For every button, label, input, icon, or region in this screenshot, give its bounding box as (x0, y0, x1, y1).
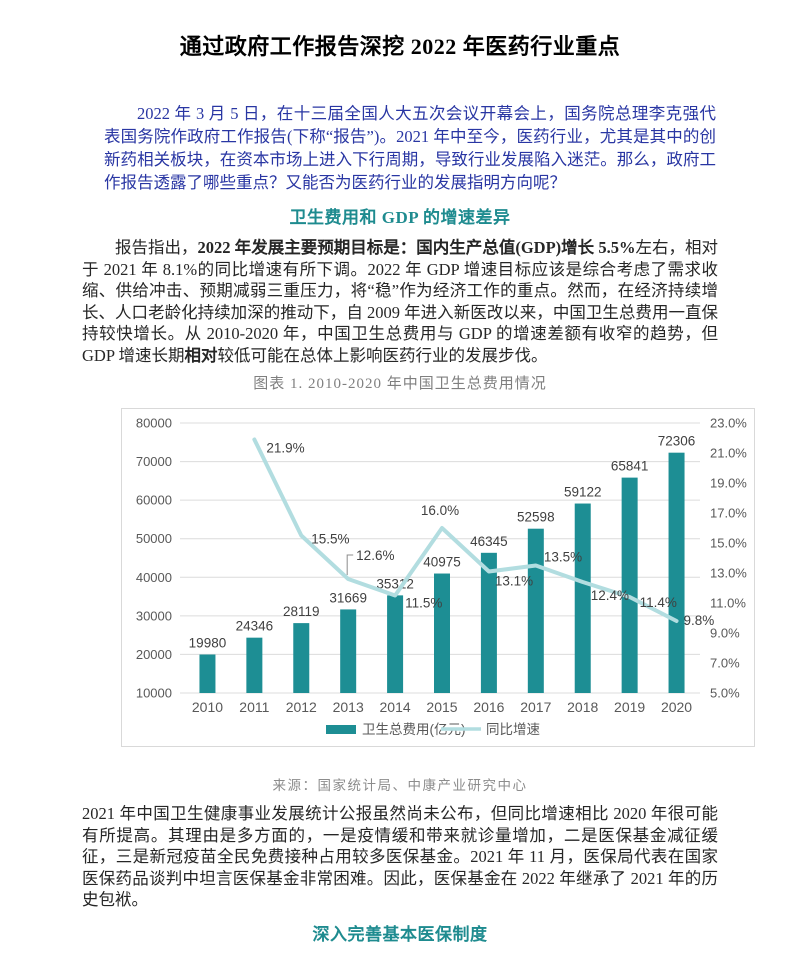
intro-paragraph: 2022 年 3 月 5 日，在十三届全国人大五次会议开幕会上，国务院总理李克强… (104, 104, 716, 192)
svg-text:28119: 28119 (283, 604, 320, 619)
svg-text:2020: 2020 (661, 699, 692, 715)
svg-text:2012: 2012 (286, 699, 317, 715)
svg-text:13.5%: 13.5% (544, 550, 582, 565)
page-title: 通过政府工作报告深挖 2022 年医药行业重点 (179, 34, 621, 59)
svg-text:70000: 70000 (136, 454, 172, 469)
para1-seg3: 左右，相对于 2021 年 8.1%的同比增速有所下调。2022 年 GDP 增… (82, 238, 718, 365)
svg-text:5.0%: 5.0% (710, 686, 740, 701)
section-heading-health-gdp: 卫生费用和 GDP 的增速差异 (289, 208, 511, 227)
svg-text:12.6%: 12.6% (356, 548, 394, 563)
svg-text:9.8%: 9.8% (684, 613, 715, 628)
svg-text:31669: 31669 (329, 590, 367, 605)
svg-text:10000: 10000 (136, 686, 172, 701)
svg-text:7.0%: 7.0% (710, 656, 740, 671)
svg-text:15.0%: 15.0% (710, 536, 747, 551)
svg-text:65841: 65841 (611, 459, 649, 474)
svg-text:59122: 59122 (564, 485, 602, 500)
svg-text:2010: 2010 (192, 699, 223, 715)
svg-text:23.0%: 23.0% (710, 416, 747, 431)
para1-seg5: 较低可能在总体上影响医药行业的发展步伐。 (217, 345, 548, 365)
svg-text:12.4%: 12.4% (591, 588, 629, 603)
svg-text:50000: 50000 (136, 531, 172, 546)
svg-text:2011: 2011 (239, 699, 269, 715)
svg-text:2017: 2017 (520, 699, 551, 715)
chart-svg: 80000 70000 60000 50000 40000 30000 20000 10000… (136, 416, 747, 738)
svg-text:20000: 20000 (136, 647, 172, 662)
svg-text:60000: 60000 (136, 493, 172, 508)
svg-text:16.0%: 16.0% (421, 503, 459, 518)
svg-text:40000: 40000 (136, 570, 172, 585)
body-paragraph-2: 2021 年中国卫生健康事业发展统计公报虽然尚未公布，但同比增速相比 2020 … (82, 804, 718, 909)
svg-text:21.0%: 21.0% (710, 446, 747, 461)
svg-text:19.0%: 19.0% (710, 476, 747, 491)
svg-text:11.5%: 11.5% (405, 596, 442, 611)
svg-text:13.0%: 13.0% (710, 566, 747, 581)
figure-source: 来源：国家统计局、中康产业研究中心 (272, 778, 528, 793)
svg-text:40975: 40975 (423, 555, 461, 570)
figure-caption: 图表 1. 2010-2020 年中国卫生总费用情况 (253, 376, 547, 392)
svg-text:46345: 46345 (470, 534, 508, 549)
svg-text:30000: 30000 (136, 608, 172, 623)
svg-text:13.1%: 13.1% (495, 574, 533, 589)
svg-text:9.0%: 9.0% (710, 626, 740, 641)
body-paragraph-1: 报告指出，2022 年发展主要预期目标是：国内生产总值(GDP)增长 5.5%左… (82, 237, 718, 366)
svg-text:2013: 2013 (333, 699, 364, 715)
svg-text:卫生总费用(亿元): 卫生总费用(亿元) (362, 722, 466, 737)
svg-text:2015: 2015 (426, 699, 457, 715)
svg-text:19980: 19980 (189, 636, 227, 651)
svg-text:24346: 24346 (236, 619, 274, 634)
article: 通过政府工作报告深挖 2022 年医药行业重点 2022 年 3 月 5 日，在… (82, 0, 755, 946)
svg-text:同比增速: 同比增速 (486, 722, 540, 737)
svg-text:2019: 2019 (614, 699, 645, 715)
svg-text:11.0%: 11.0% (710, 596, 746, 611)
para1-bold-relative: 相对 (184, 345, 218, 365)
svg-text:80000: 80000 (136, 416, 172, 431)
para1-bold-goal: 2022 年发展主要预期目标是：国内生产总值(GDP)增长 5.5% (197, 238, 636, 257)
svg-text:2016: 2016 (473, 699, 504, 715)
svg-text:52598: 52598 (517, 510, 555, 525)
svg-text:72306: 72306 (658, 434, 696, 449)
svg-text:21.9%: 21.9% (266, 441, 304, 456)
svg-text:2018: 2018 (567, 699, 598, 715)
para1-seg1: 报告指出， (115, 238, 198, 257)
health-expenditure-chart: 80000 70000 60000 50000 40000 30000 20000 10000… (121, 408, 755, 747)
svg-text:17.0%: 17.0% (710, 506, 747, 521)
svg-text:15.5%: 15.5% (311, 532, 349, 547)
svg-text:11.4%: 11.4% (640, 595, 677, 610)
section-heading-medical-insurance: 深入完善基本医保制度 (312, 924, 488, 944)
svg-text:2014: 2014 (380, 699, 411, 715)
